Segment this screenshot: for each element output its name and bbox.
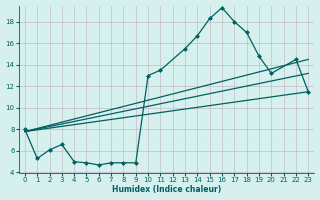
X-axis label: Humidex (Indice chaleur): Humidex (Indice chaleur): [112, 185, 221, 194]
